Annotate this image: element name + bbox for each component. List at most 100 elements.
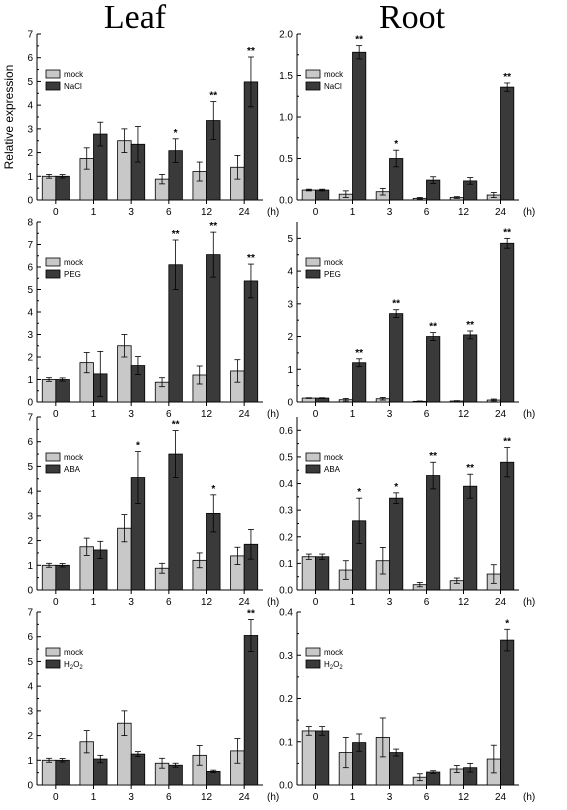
y-tick-label: 5: [27, 285, 33, 296]
y-tick-label: 1.5: [279, 71, 293, 82]
legend-swatch-mock: [305, 452, 321, 462]
y-tick-label: 0.2: [279, 532, 293, 543]
bar-treatment-0: [315, 556, 330, 591]
x-tick-label: 1: [91, 207, 97, 218]
legend-label-treatment: H2O2: [324, 660, 343, 671]
y-tick-label: 4: [27, 308, 33, 319]
y-tick-label: 3: [287, 299, 293, 310]
y-tick-label: 8: [27, 218, 33, 229]
x-unit-label: (h): [267, 409, 279, 420]
x-unit-label: (h): [523, 792, 535, 803]
legend-swatch-treatment: [45, 81, 61, 91]
significance-marker: *: [394, 139, 398, 150]
legend-swatch-mock: [45, 647, 61, 657]
significance-marker: *: [394, 482, 398, 493]
x-tick-label: 3: [387, 597, 393, 608]
significance-marker: *: [357, 487, 361, 498]
x-tick-label: 6: [424, 207, 430, 218]
x-tick-label: 3: [387, 792, 393, 803]
bar-treatment-6: [168, 764, 183, 786]
x-tick-label: 0: [313, 792, 319, 803]
significance-marker: *: [211, 484, 215, 495]
significance-marker: *: [136, 441, 140, 452]
legend-swatch-treatment: [45, 464, 61, 474]
y-tick-label: 2: [27, 731, 33, 742]
significance-marker: **: [355, 35, 363, 46]
x-tick-label: 1: [91, 597, 97, 608]
x-tick-label: 12: [201, 597, 213, 608]
bar-treatment-12: [206, 771, 221, 786]
legend-label-mock: mock: [324, 648, 344, 657]
x-tick-label: 3: [128, 597, 134, 608]
y-tick-label: 3: [27, 124, 33, 135]
y-tick-label: 0.4: [279, 608, 293, 619]
panel-root-h2o2: 0.0 0.1 0.2 0.3 0.4 0 1 3 6 12 24 (h) * mock H2O2: [279, 608, 535, 804]
y-tick-label: 0.0: [279, 196, 293, 207]
y-tick-label: 7: [27, 608, 33, 619]
significance-marker: *: [174, 128, 178, 139]
y-tick-label: 4: [27, 487, 33, 498]
x-unit-label: (h): [267, 597, 279, 608]
x-unit-label: (h): [523, 409, 535, 420]
significance-marker: **: [466, 320, 474, 331]
y-tick-label: 0: [27, 586, 33, 597]
significance-marker: **: [503, 72, 511, 83]
x-tick-label: 0: [313, 207, 319, 218]
x-tick-label: 1: [91, 792, 97, 803]
legend-label-treatment: NaCl: [324, 82, 342, 91]
y-tick-label: 3: [27, 330, 33, 341]
y-tick-label: 0.0: [279, 781, 293, 792]
y-tick-label: 5: [27, 77, 33, 88]
y-tick-label: 1: [27, 561, 33, 572]
legend-label-treatment: ABA: [64, 465, 81, 474]
significance-marker: **: [466, 463, 474, 474]
legend-swatch-treatment: [305, 81, 321, 91]
y-tick-label: 0.6: [279, 426, 293, 437]
column-title-leaf: Leaf: [104, 0, 167, 36]
panel-root-aba: 0.00.10.20.30.40.50.60 1 3 6 12 24 (h)* *******…: [279, 417, 535, 608]
y-axis-label: Relative expression: [2, 65, 16, 170]
y-tick-label: 4: [27, 101, 33, 112]
x-unit-label: (h): [267, 792, 279, 803]
y-tick-label: 7: [27, 30, 33, 41]
y-tick-label: 1: [27, 756, 33, 767]
legend-label-treatment: PEG: [64, 270, 81, 279]
x-tick-label: 24: [495, 597, 507, 608]
x-tick-label: 0: [53, 207, 59, 218]
significance-marker: **: [429, 451, 437, 462]
y-tick-label: 0.4: [279, 479, 293, 490]
y-tick-label: 1.0: [279, 113, 293, 124]
x-tick-label: 24: [239, 792, 251, 803]
y-tick-label: 5: [287, 234, 293, 245]
y-tick-label: 1: [27, 375, 33, 386]
bar-mock-0: [41, 379, 57, 403]
legend-label-treatment: H2O2: [64, 660, 83, 671]
x-tick-label: 6: [166, 207, 172, 218]
significance-marker: **: [172, 420, 180, 431]
x-tick-label: 6: [166, 792, 172, 803]
y-tick-label: 0.5: [279, 452, 293, 463]
y-tick-label: 4: [287, 267, 293, 278]
bar-mock-0: [41, 175, 57, 201]
x-tick-label: 3: [128, 207, 134, 218]
legend-label-treatment: ABA: [324, 465, 341, 474]
x-tick-label: 3: [387, 409, 393, 420]
x-tick-label: 3: [387, 207, 393, 218]
bar-treatment-0: [55, 379, 70, 403]
x-tick-label: 1: [350, 597, 356, 608]
bar-treatment-3: [389, 313, 404, 403]
y-tick-label: 0: [27, 781, 33, 792]
legend-label-mock: mock: [324, 453, 344, 462]
legend-swatch-mock: [45, 452, 61, 462]
x-tick-label: 12: [458, 207, 470, 218]
y-tick-label: 5: [27, 657, 33, 668]
y-tick-label: 0.2: [279, 694, 293, 705]
y-tick-label: 1: [27, 172, 33, 183]
x-tick-label: 1: [91, 409, 97, 420]
legend-swatch-treatment: [305, 659, 321, 669]
bar-mock-0: [301, 189, 316, 201]
bar-treatment-0: [55, 759, 70, 786]
